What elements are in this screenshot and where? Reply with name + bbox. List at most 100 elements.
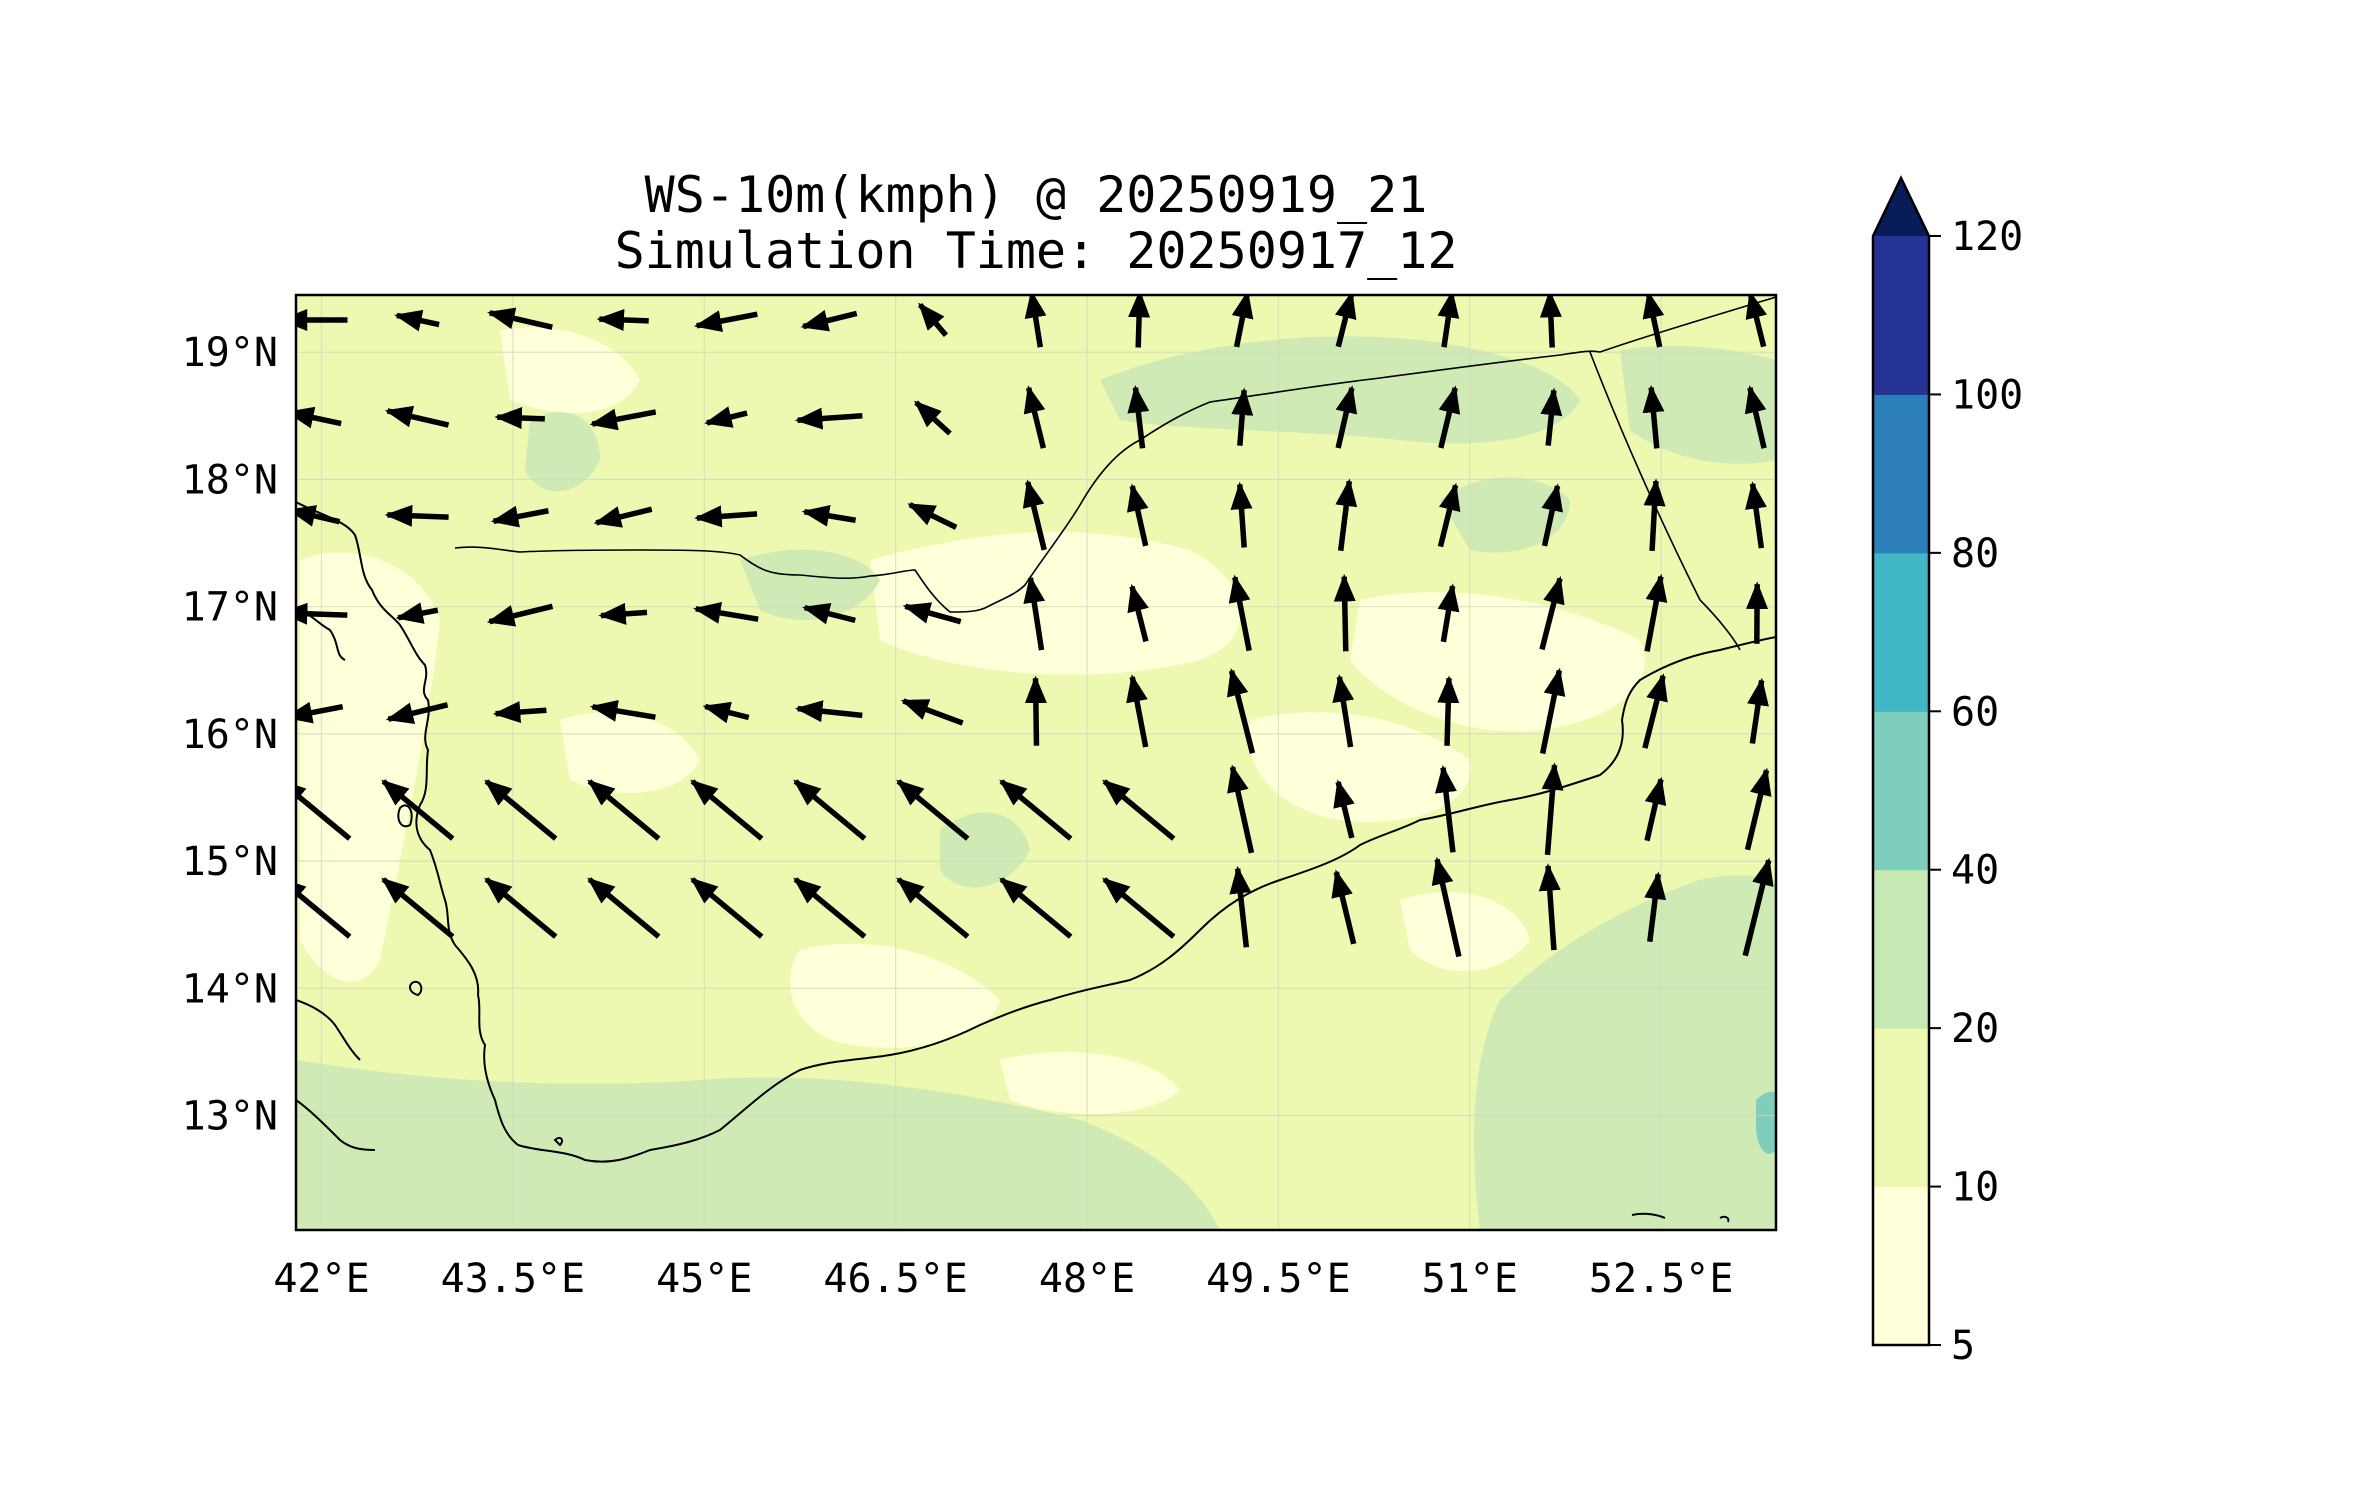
graticule [296, 295, 1776, 1230]
wind-vector-arrow [587, 779, 661, 841]
colorbar-segment [1873, 394, 1929, 554]
wind-vector-arrow [1331, 869, 1357, 945]
colorbar-tick-label: 10 [1951, 1165, 1999, 1211]
wind-vector-arrow [1229, 865, 1252, 948]
colorbar-tick-label: 120 [1951, 214, 2023, 260]
wind-vector-arrow [494, 407, 545, 430]
lon-tick-label: 52.5°E [1589, 1256, 1734, 1302]
wind-vector-arrow [902, 602, 962, 625]
wind-vector-arrow [702, 701, 750, 724]
wind-vector-arrow [801, 504, 857, 527]
wind-vector-arrow [395, 602, 439, 624]
wind-vector-arrow [914, 400, 952, 436]
wind-vector-arrow [1231, 387, 1254, 446]
colorbar: 5 10 20 40 60 80 100 120 [1871, 175, 2023, 1369]
wind-vector-arrow [1538, 863, 1561, 951]
wind-vector-arrow [1541, 762, 1564, 856]
wind-vector-arrow [907, 502, 958, 530]
wind-vector-arrow [394, 309, 440, 332]
colorbar-tick-label: 60 [1951, 689, 1999, 735]
wind-vector-arrow [1644, 776, 1667, 842]
wind-vector-arrow [1539, 295, 1562, 348]
wind-vector-arrow [596, 309, 649, 331]
wind-vector-arrow [999, 779, 1073, 841]
colorbar-tick-label: 20 [1951, 1006, 1999, 1052]
wind-vector-arrow [1024, 675, 1047, 746]
wind-vector-arrow [1335, 385, 1358, 449]
wind-vector-arrow [1335, 295, 1357, 348]
wind-vector-arrow [296, 602, 348, 625]
wind-vector-arrow [381, 877, 455, 939]
wind-vector-arrow [492, 701, 547, 724]
lat-tick-label: 14°N [182, 966, 278, 1012]
wind-vector-arrow [1742, 857, 1774, 957]
wind-vector-arrow [1539, 575, 1565, 651]
lat-tick-label: 18°N [182, 457, 278, 503]
wind-vector-arrow [1747, 677, 1769, 744]
colorbar-segment [1873, 1186, 1929, 1346]
wind-vector-arrow [1745, 481, 1767, 549]
wind-vector-arrow [296, 877, 352, 939]
wind-vector-arrow [1127, 384, 1150, 449]
wind-vector-arrow [800, 309, 858, 332]
wind-vector-arrow [1643, 478, 1666, 552]
wind-vector-arrow [1438, 385, 1461, 449]
wind-vector-arrow [917, 302, 949, 338]
wind-vector-arrow [484, 779, 558, 841]
wind-vector-arrow [384, 504, 449, 527]
lat-tick-label: 17°N [182, 585, 278, 631]
longitude-axis: 42°E 43.5°E 45°E 46.5°E 48°E 49.5°E 51°E 52.5°E [273, 1256, 1733, 1302]
wind-vector-arrow [694, 505, 758, 528]
wind-vector-arrow [1127, 583, 1149, 643]
wind-vector-arrow [896, 779, 970, 841]
wind-vector-arrow [1642, 673, 1668, 749]
wind-vector-arrow [693, 310, 758, 332]
wind-vector-arrow [589, 408, 657, 431]
wind-vector-arrow [1435, 764, 1457, 853]
map-panel [296, 295, 1776, 1230]
lon-tick-label: 42°E [273, 1256, 369, 1302]
coastlines [296, 501, 1776, 1223]
wind-vector-arrow [1226, 668, 1256, 754]
wind-vector-arrow [487, 307, 553, 330]
colorbar-tick-label: 80 [1951, 531, 1999, 577]
wind-speed-moderate-patches [296, 336, 1776, 1230]
wind-vector-arrow [1333, 779, 1355, 839]
map-subtitle: Simulation Time: 20250917_12 [615, 222, 1458, 280]
wind-vector-arrow [490, 505, 549, 528]
wind-vector-arrow [385, 702, 449, 725]
wind-vector-arrow [1102, 877, 1176, 939]
map-title: WS-10m(kmph) @ 20250919_21 [645, 166, 1428, 224]
wind-vector-arrow [1126, 674, 1149, 748]
wind-vector-arrow [1024, 295, 1047, 348]
map-frame [294, 293, 1778, 1232]
lon-tick-label: 51°E [1422, 1256, 1518, 1302]
wind-vector-arrow [593, 506, 653, 528]
lat-tick-label: 13°N [182, 1094, 278, 1140]
wind-vector-arrow [1128, 295, 1151, 348]
latitude-axis: 19°N 18°N 17°N 16°N 15°N 14°N 13°N [182, 330, 278, 1139]
wind-vector-arrow [999, 877, 1073, 939]
wind-vector-arrow [1333, 573, 1356, 652]
wind-vector-arrow [486, 603, 554, 627]
colorbar-tick-label: 100 [1951, 372, 2023, 418]
wind-vector-arrow [802, 603, 856, 625]
wind-vector-arrow [1335, 478, 1358, 552]
wind-vector-arrow [296, 505, 341, 527]
wind-vector-arrow [1745, 295, 1768, 348]
wind-vector-arrow [1126, 483, 1149, 547]
wind-vector-arrow [1437, 583, 1460, 643]
wind-vector-arrow [381, 779, 455, 841]
wind-vector-arrow [1102, 779, 1176, 841]
lat-tick-label: 15°N [182, 839, 278, 885]
wind-vector-arrow [384, 405, 450, 428]
wind-vector-arrow [1231, 295, 1254, 348]
wind-vector-arrow [296, 779, 352, 841]
lon-tick-label: 46.5°E [823, 1256, 968, 1302]
wind-vector-arrow [587, 877, 661, 939]
wind-vector-arrow [1644, 573, 1668, 652]
wind-vector-arrow [1644, 871, 1667, 943]
wind-vector-arrow [690, 779, 764, 841]
lon-tick-label: 45°E [656, 1256, 752, 1302]
wind-vector-arrow [1022, 479, 1047, 551]
